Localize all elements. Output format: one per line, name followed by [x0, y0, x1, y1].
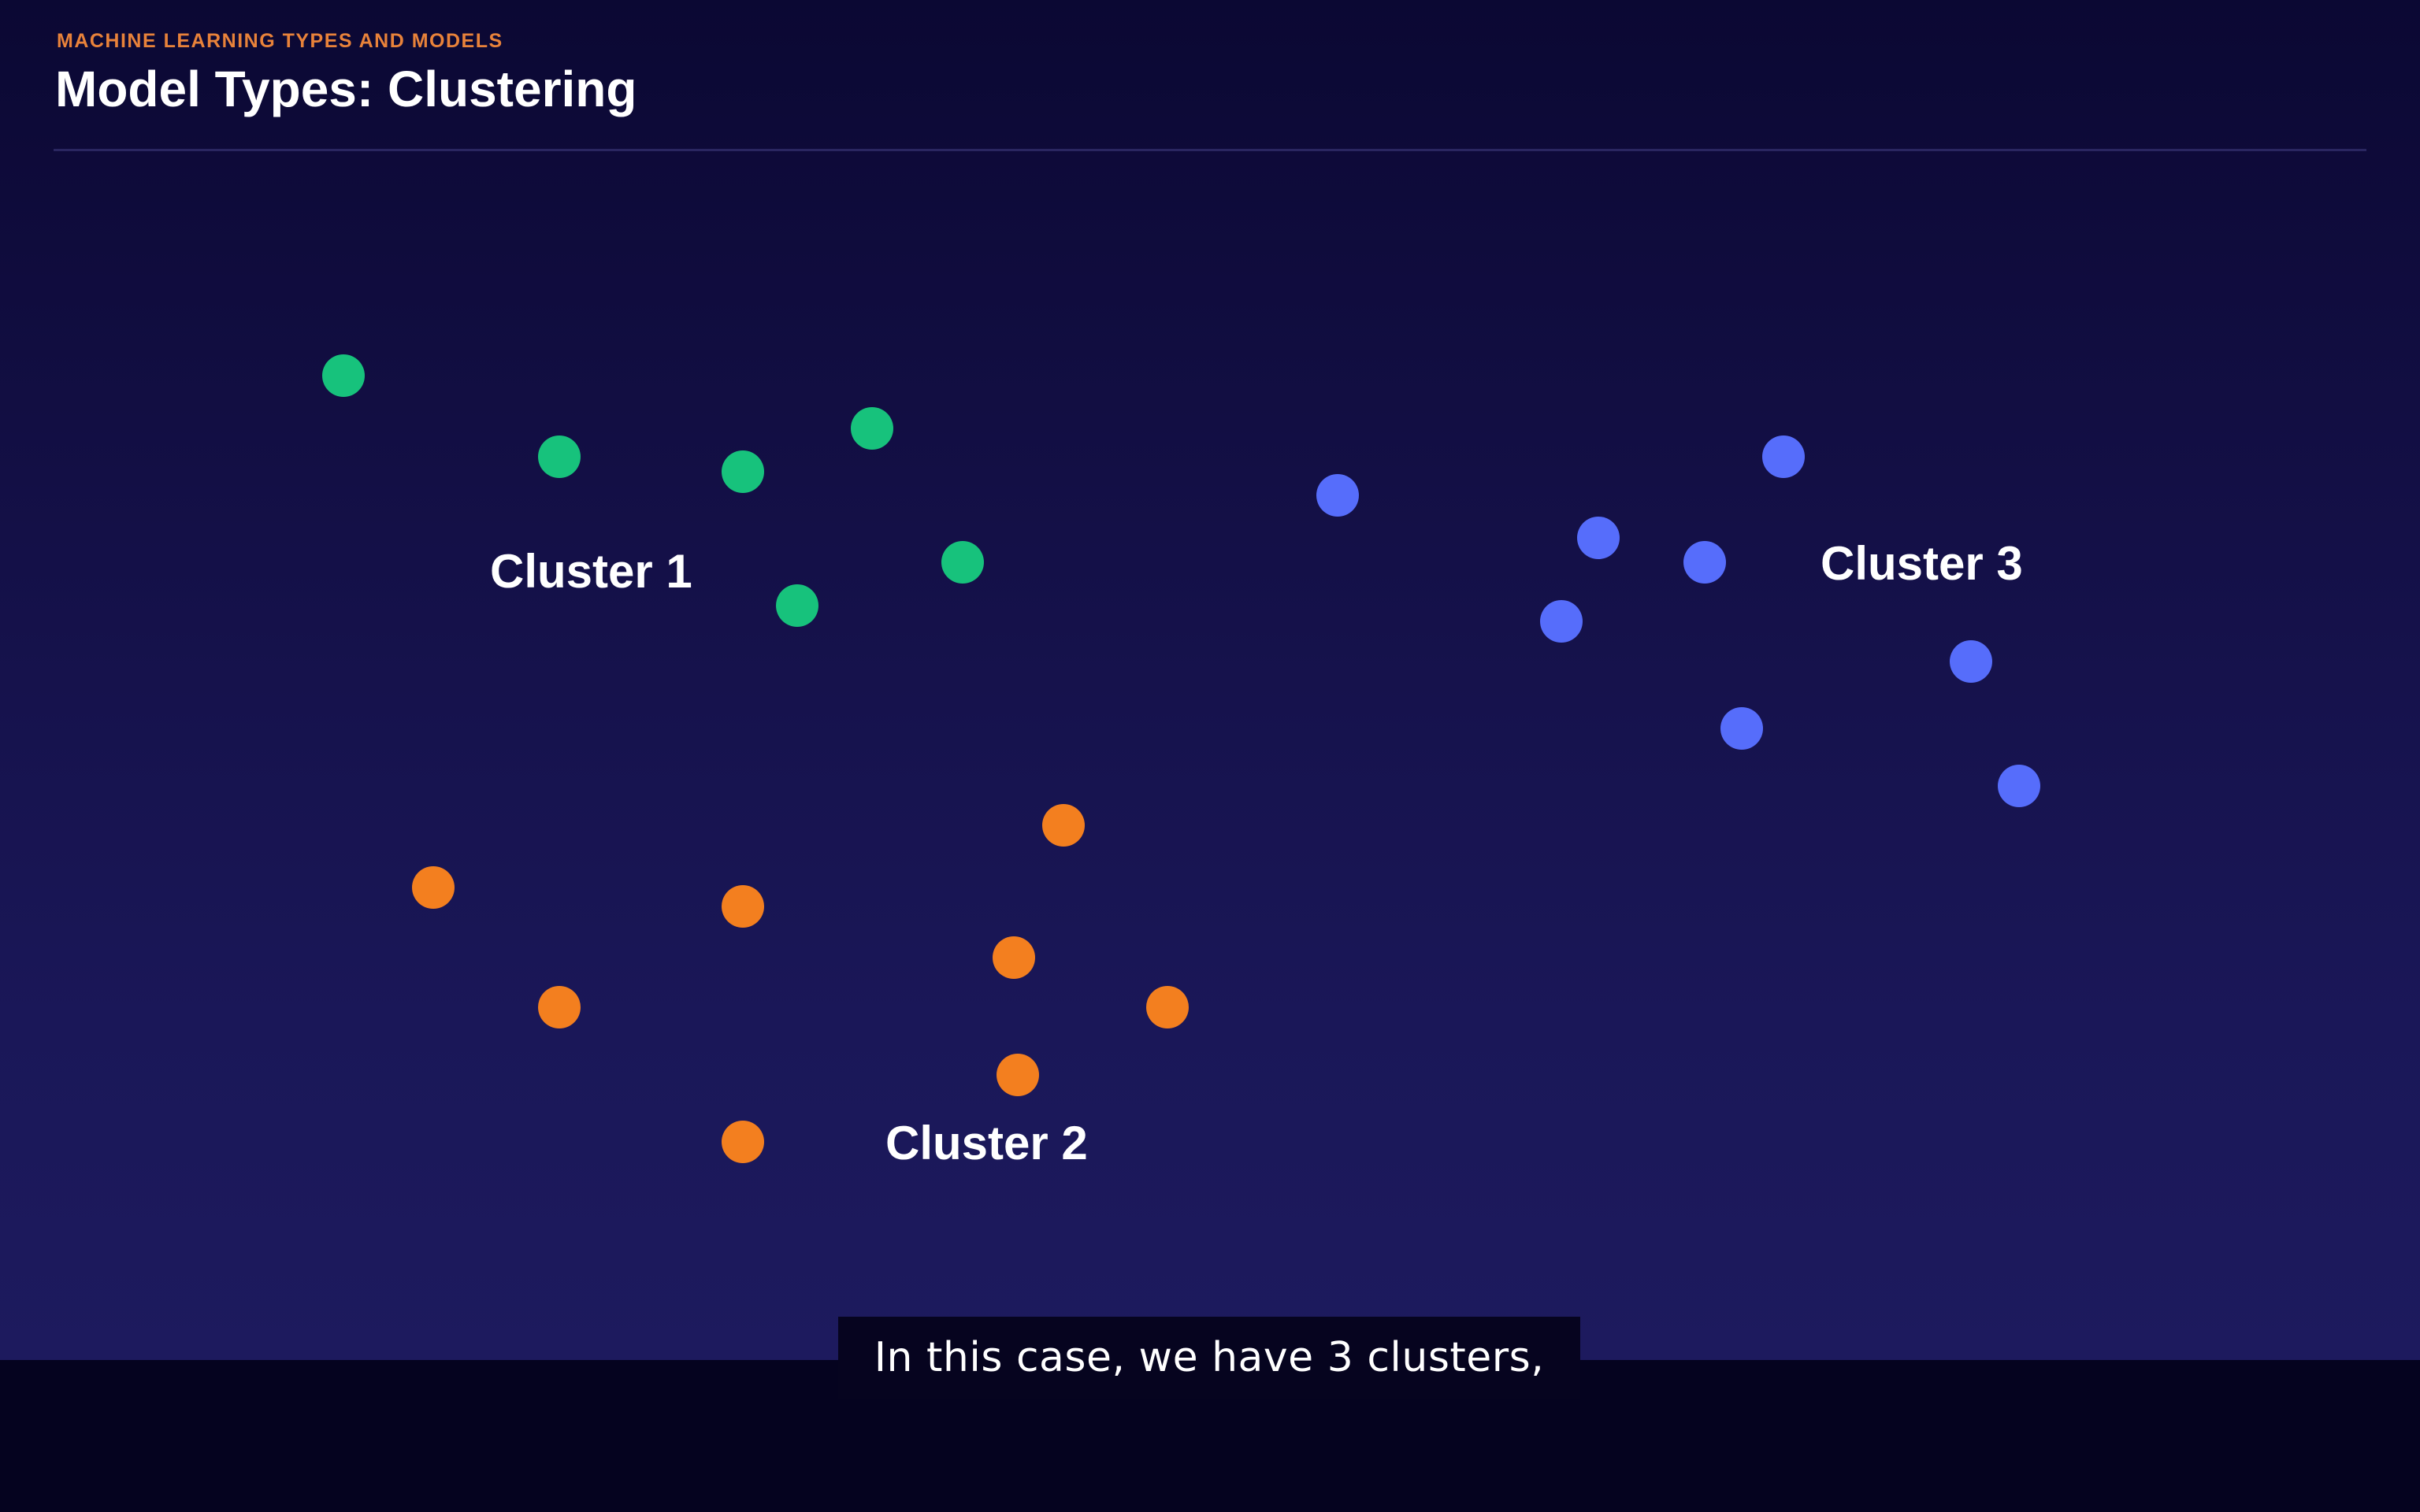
subtitle-text: In this case, we have 3 clusters, — [874, 1334, 1545, 1381]
cluster-3-point-7 — [1720, 707, 1763, 750]
cluster-1-label: Cluster 1 — [490, 545, 692, 598]
section-eyebrow: MACHINE LEARNING TYPES AND MODELS — [57, 30, 503, 52]
cluster-1-point-1 — [322, 354, 365, 397]
cluster-2-point-3 — [1042, 804, 1085, 847]
slide: MACHINE LEARNING TYPES AND MODELS Model … — [0, 0, 2420, 1360]
cluster-3-label: Cluster 3 — [1821, 537, 2023, 590]
cluster-2-point-4 — [993, 936, 1035, 979]
cluster-2-point-6 — [538, 986, 581, 1028]
cluster-scatter-plot: Cluster 1 Cluster 2 Cluster 3 — [322, 354, 2040, 1169]
cluster-2-point-8 — [722, 1121, 764, 1163]
cluster-2-point-7 — [997, 1054, 1039, 1096]
cluster-2-point-5 — [1146, 986, 1189, 1028]
cluster-3-point-3 — [1683, 541, 1726, 584]
cluster-2-point-1 — [412, 866, 455, 909]
labels-layer: Cluster 1 Cluster 2 Cluster 3 — [490, 537, 2023, 1169]
cluster-1-point-6 — [776, 584, 818, 627]
cluster-1-point-2 — [538, 435, 581, 478]
cluster-1-point-3 — [722, 450, 764, 493]
points-layer — [322, 354, 2040, 1163]
cluster-2-point-2 — [722, 885, 764, 928]
subtitle-caption: In this case, we have 3 clusters, — [838, 1317, 1580, 1399]
cluster-1-point-4 — [851, 407, 893, 450]
cluster-3-point-1 — [1316, 474, 1359, 517]
cluster-2-label: Cluster 2 — [885, 1117, 1088, 1169]
cluster-3-point-2 — [1577, 517, 1620, 559]
cluster-1-point-5 — [941, 541, 984, 584]
slide-title: Model Types: Clustering — [55, 61, 637, 117]
cluster-3-point-6 — [1950, 640, 1992, 683]
cluster-3-point-4 — [1762, 435, 1805, 478]
cluster-3-point-5 — [1540, 600, 1583, 643]
cluster-3-point-8 — [1998, 765, 2040, 807]
header-divider — [54, 149, 2366, 151]
